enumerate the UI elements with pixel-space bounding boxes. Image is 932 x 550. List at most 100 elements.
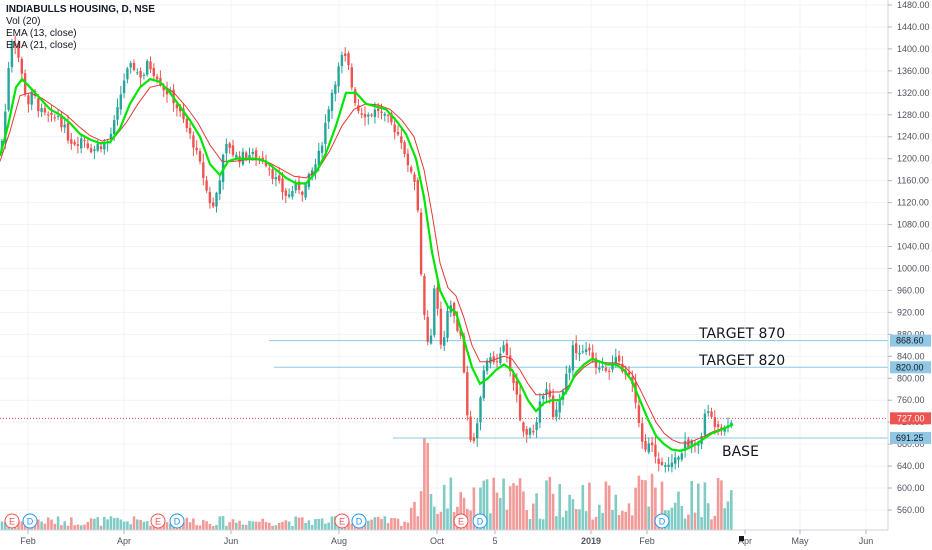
volume-bar <box>301 517 304 530</box>
volume-bar <box>264 522 268 530</box>
volume-bar <box>291 525 294 530</box>
candle-body <box>657 458 660 464</box>
volume-indicator-label[interactable]: Vol (20) <box>6 16 41 27</box>
volume-bar <box>495 492 499 530</box>
volume-bar <box>271 525 274 530</box>
volume-bar <box>700 517 703 530</box>
volume-bar <box>680 506 684 530</box>
candle-body <box>683 441 687 451</box>
volume-bar <box>106 519 109 530</box>
candle-body <box>393 124 396 133</box>
symbol-title[interactable]: INDIABULLS HOUSING, D, NSE <box>6 4 155 15</box>
earnings-event-marker[interactable]: E <box>453 513 469 529</box>
price-tick-label: 600.00 <box>897 483 925 493</box>
event-marker-circle <box>4 513 20 529</box>
level-price-label-bg <box>890 361 931 374</box>
candle-body <box>122 80 126 94</box>
volume-bar <box>528 519 532 530</box>
candle-body <box>528 428 532 435</box>
volume-bar <box>304 523 307 530</box>
volume-bar <box>66 525 70 530</box>
time-tick-label: Apr <box>738 536 752 546</box>
volume-bar <box>284 520 288 530</box>
candle-body <box>198 151 202 162</box>
candle-body <box>565 373 568 393</box>
candle-body <box>446 310 449 338</box>
ema-13-label[interactable]: EMA (13, close) <box>6 28 77 39</box>
volume-bar <box>505 509 509 530</box>
event-marker-letter: D <box>356 517 363 527</box>
dividend-event-marker[interactable]: D <box>169 513 185 529</box>
time-scale-marker[interactable] <box>739 536 744 541</box>
dividend-event-marker[interactable]: D <box>654 513 670 529</box>
volume-bar <box>185 517 189 530</box>
volume-bar <box>103 516 106 530</box>
event-marker-circle <box>169 513 185 529</box>
volume-bar <box>231 519 235 530</box>
volume-bar <box>320 518 324 530</box>
level-price-label: 868.60 <box>896 336 924 346</box>
volume-bar <box>614 494 618 530</box>
candle-body <box>525 429 528 435</box>
event-marker-letter: D <box>659 517 666 527</box>
volume-bar <box>644 480 647 530</box>
volume-bar <box>86 521 90 530</box>
candle-body <box>594 358 598 368</box>
candle-body <box>208 191 212 204</box>
time-axis[interactable]: Feb Apr Jun Aug Oct 5 2019 Feb Apr May Jun <box>0 529 888 546</box>
candle-body <box>37 98 40 112</box>
candle-body <box>327 109 330 122</box>
candle-body <box>142 74 146 76</box>
volume-bar <box>515 485 519 530</box>
candle-body <box>86 143 89 148</box>
volume-bar <box>532 503 535 530</box>
level-price-label: 691.25 <box>896 433 924 443</box>
dividend-event-marker[interactable]: D <box>351 513 367 529</box>
volume-bar <box>650 473 654 530</box>
volume-bar <box>169 523 172 530</box>
volume-bar <box>687 514 690 530</box>
earnings-event-marker[interactable]: E <box>334 513 350 529</box>
candle-body <box>274 177 278 180</box>
volume-bar <box>330 516 334 530</box>
time-tick-label: 2019 <box>581 536 601 546</box>
price-tick-label: 1320.00 <box>897 88 930 98</box>
dividend-event-marker[interactable]: D <box>472 513 488 529</box>
candle-body <box>575 343 578 354</box>
volume-bar <box>433 506 436 530</box>
volume-bar <box>17 520 20 530</box>
volume-bar <box>393 517 396 530</box>
price-axis[interactable]: 1480.00 1440.00 1400.00 1360.00 1320.00 1280.… <box>887 0 931 530</box>
candle-body <box>489 357 492 364</box>
candle-body <box>386 115 390 117</box>
volume-bar <box>46 517 50 530</box>
volume-bar <box>248 520 251 530</box>
candle-body <box>413 174 416 182</box>
dividend-event-marker[interactable]: D <box>22 513 38 529</box>
earnings-event-marker[interactable]: E <box>4 513 20 529</box>
candle-body <box>93 149 96 151</box>
volume-bar <box>535 493 538 530</box>
candle-body <box>14 43 17 46</box>
volume-bar <box>670 507 674 530</box>
volume-bar <box>436 513 439 530</box>
candle-body <box>340 54 344 66</box>
candle-body <box>344 53 347 56</box>
candle-body <box>584 349 588 353</box>
volume-bar <box>423 438 426 530</box>
price-tick-label: 1080.00 <box>897 220 930 230</box>
ema-21-label[interactable]: EMA (21, close) <box>6 40 77 51</box>
volume-bar <box>588 482 591 530</box>
candle-body <box>152 67 155 77</box>
candle-body <box>370 114 373 116</box>
earnings-event-marker[interactable]: E <box>150 513 166 529</box>
candle-body <box>350 67 353 88</box>
candle-body <box>235 154 238 158</box>
price-tick-label: 1240.00 <box>897 132 930 142</box>
volume-bar <box>604 481 608 530</box>
candle-body <box>185 118 188 129</box>
volume-bar <box>383 516 387 530</box>
volume-bar <box>192 518 195 530</box>
